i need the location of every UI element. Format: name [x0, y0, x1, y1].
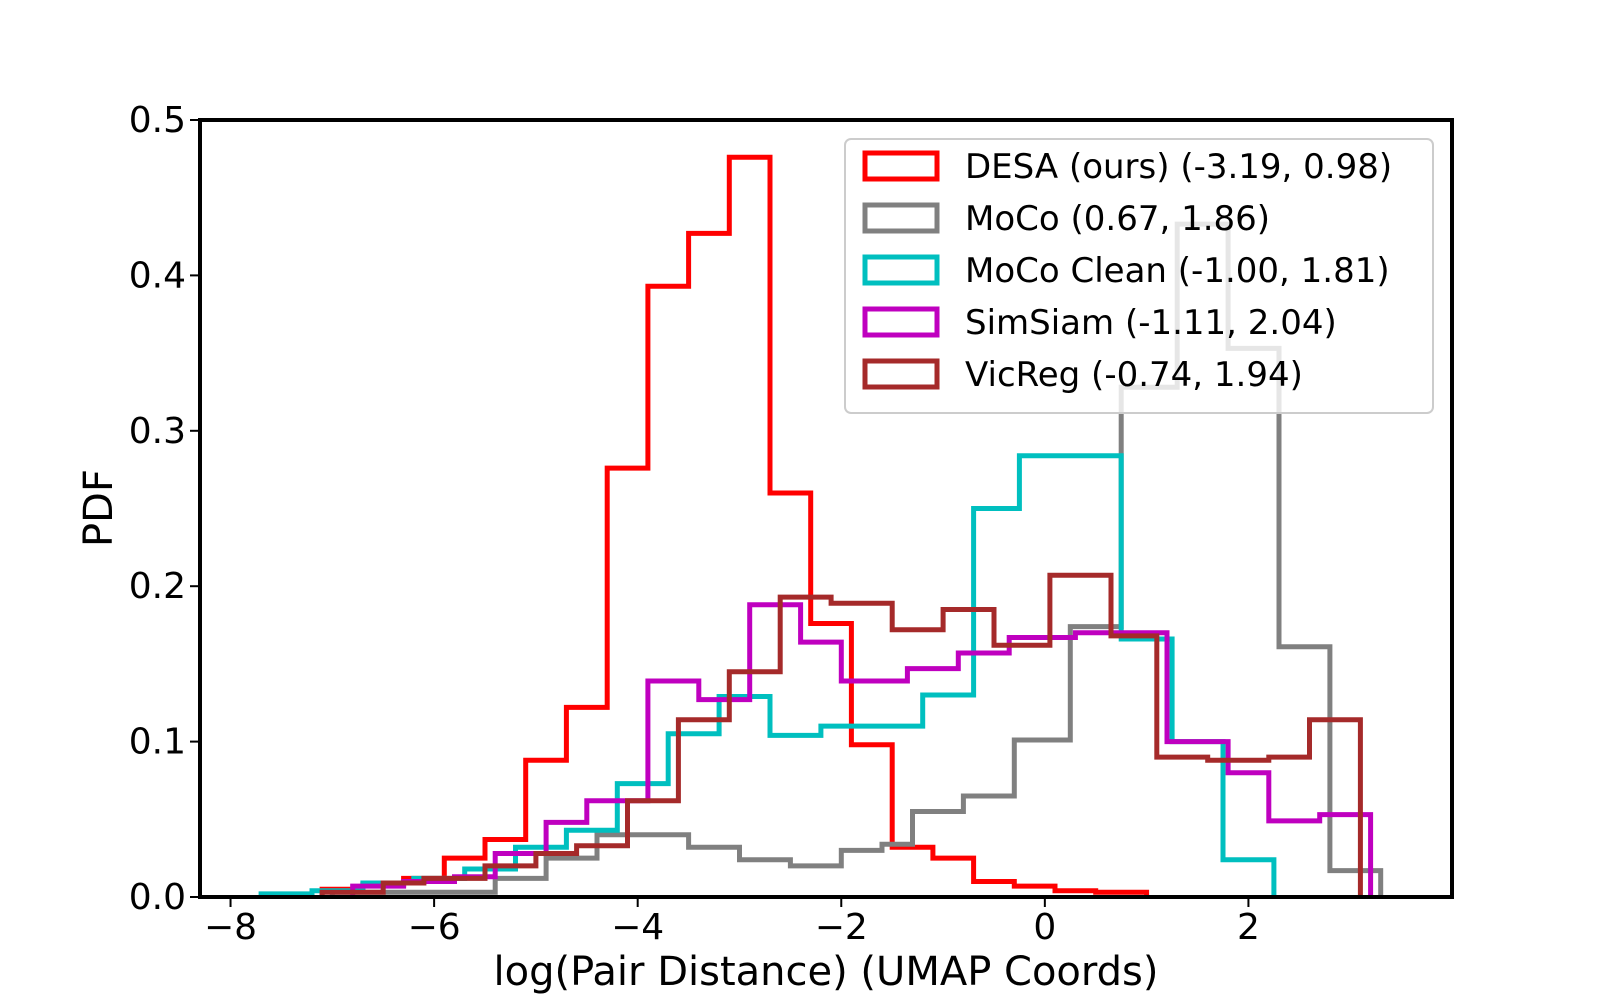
y-tick-label: 0.0	[129, 877, 186, 918]
x-axis-label: log(Pair Distance) (UMAP Coords)	[494, 949, 1159, 995]
y-tick-label: 0.4	[129, 255, 186, 296]
x-tick-label: −2	[815, 907, 868, 948]
x-tick-label: 0	[1033, 907, 1056, 948]
legend-swatch-0	[862, 150, 940, 182]
x-tick-label: −4	[611, 907, 664, 948]
y-tick-label: 0.2	[129, 566, 186, 607]
x-tick-label: −8	[204, 907, 257, 948]
legend-label-0: DESA (ours) (-3.19, 0.98)	[965, 147, 1392, 187]
y-tick-label: 0.1	[129, 722, 186, 763]
plot-frame	[198, 118, 1454, 899]
legend-swatch-2	[862, 254, 940, 286]
series-layer	[258, 154, 1384, 897]
axes-layer: −8 −6 −4 −2 0 2 0.0 0.1 0.2 0.3 0.4 0.5	[129, 100, 1260, 948]
x-tick-label: −6	[408, 907, 461, 948]
legend-label-4: VicReg (-0.74, 1.94)	[965, 355, 1303, 395]
y-tick-label: 0.5	[129, 100, 186, 141]
series-4-step-line	[319, 572, 1363, 897]
y-axis-label: PDF	[76, 469, 122, 547]
y-tick-label: 0.3	[129, 411, 186, 452]
legend-swatch-1	[862, 202, 940, 234]
legend-swatch-4	[862, 358, 940, 390]
legend-box	[844, 138, 1434, 414]
legend: DESA (ours) (-3.19, 0.98) MoCo (0.67, 1.8…	[844, 138, 1434, 414]
series-0-step-line	[319, 154, 1150, 897]
legend-swatch-3	[862, 306, 940, 338]
legend-label-2: MoCo Clean (-1.00, 1.81)	[965, 251, 1390, 291]
legend-label-3: SimSiam (-1.11, 2.04)	[965, 303, 1337, 343]
x-tick-label: 2	[1237, 907, 1260, 948]
legend-label-1: MoCo (0.67, 1.86)	[965, 199, 1270, 239]
